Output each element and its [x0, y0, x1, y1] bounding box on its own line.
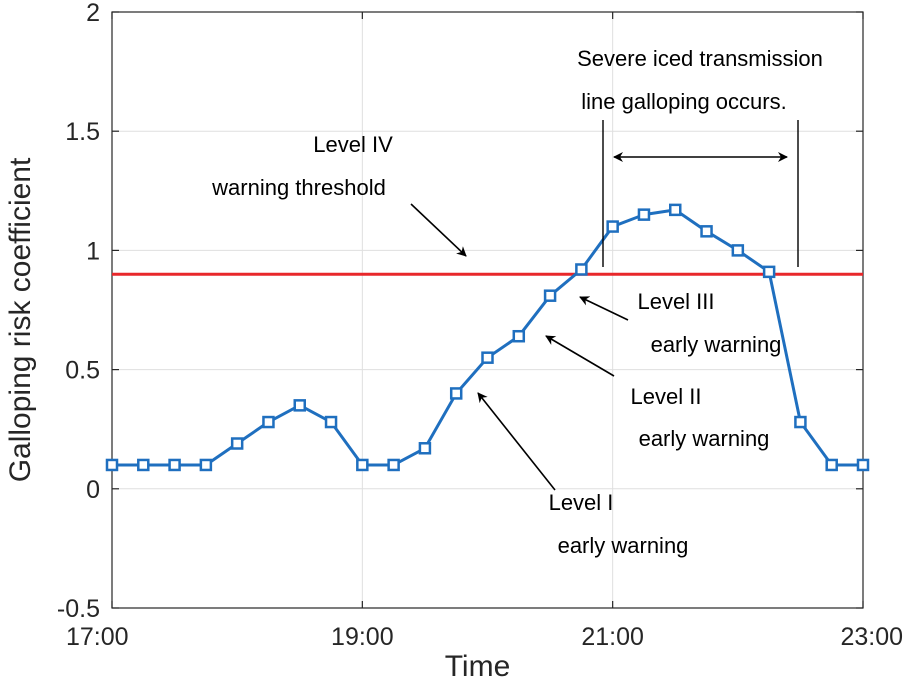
data-point: [762, 265, 776, 279]
level4-arrow: [410, 203, 467, 257]
data-point: [137, 458, 150, 472]
level1-label-line2: early warning: [558, 533, 689, 558]
x-axis-title: Time: [445, 650, 511, 683]
x-tick-label: 19:00: [331, 623, 394, 651]
data-point: [731, 244, 745, 257]
annotation-severe: Severe iced transmission line galloping …: [577, 46, 823, 267]
data-point: [543, 289, 557, 302]
annotation-level3: Level III early warning: [579, 289, 782, 357]
data-point: [512, 329, 526, 343]
data-point: [700, 225, 713, 238]
data-point: [293, 399, 306, 412]
level3-arrow: [579, 296, 629, 321]
data-point: [637, 208, 651, 221]
axis-ticks: [111, 11, 864, 609]
y-tick-label: 2: [86, 0, 100, 27]
y-tick-label: -0.5: [57, 595, 100, 623]
data-point: [575, 263, 588, 276]
data-point: [324, 415, 338, 429]
data-point: [356, 458, 369, 472]
data-point: [825, 458, 838, 472]
annotation-level2: Level II early warning: [545, 335, 770, 451]
data-point: [856, 458, 870, 472]
x-tick-label: 17:00: [66, 623, 129, 651]
data-point: [418, 442, 432, 455]
y-tick-label: 1.5: [65, 118, 100, 146]
x-tick-label: 23:00: [840, 623, 903, 651]
data-markers: [105, 203, 870, 472]
plot-frame: [111, 11, 864, 609]
data-point: [168, 458, 181, 472]
data-point: [794, 415, 807, 429]
data-point: [669, 203, 682, 217]
x-tick-label: 21:00: [581, 623, 644, 651]
y-tick-labels: -0.5 0 0.5 1 1.5 2: [57, 0, 100, 623]
data-point: [230, 437, 244, 450]
data-point: [606, 220, 619, 233]
y-tick-label: 1: [86, 237, 100, 265]
annotation-level4: Level IV warning threshold: [211, 132, 467, 257]
data-point: [387, 458, 400, 472]
level4-label-line1: Level IV: [313, 132, 393, 157]
y-tick-label: 0: [86, 476, 100, 504]
level2-arrow: [545, 335, 615, 377]
level1-label-line1: Level I: [549, 490, 614, 515]
level2-label-line1: Level II: [631, 384, 702, 409]
level4-label-line2: warning threshold: [211, 175, 386, 200]
level2-label-line2: early warning: [639, 426, 770, 451]
severe-label-line1: Severe iced transmission: [577, 46, 823, 71]
data-point: [199, 458, 213, 472]
level1-arrow: [477, 392, 556, 491]
data-point: [105, 458, 119, 472]
data-point: [449, 387, 463, 400]
level3-label-line2: early warning: [651, 332, 782, 357]
x-tick-labels: 17:00 19:00 21:00 23:00: [66, 623, 903, 651]
level3-label-line1: Level III: [637, 289, 714, 314]
y-axis-title: Galloping risk coefficient: [4, 157, 37, 482]
y-tick-label: 0.5: [65, 357, 100, 385]
data-point: [262, 415, 275, 429]
annotation-level1: Level I early warning: [477, 392, 689, 558]
severe-label-line2: line galloping occurs.: [581, 89, 786, 114]
data-point: [481, 351, 494, 364]
